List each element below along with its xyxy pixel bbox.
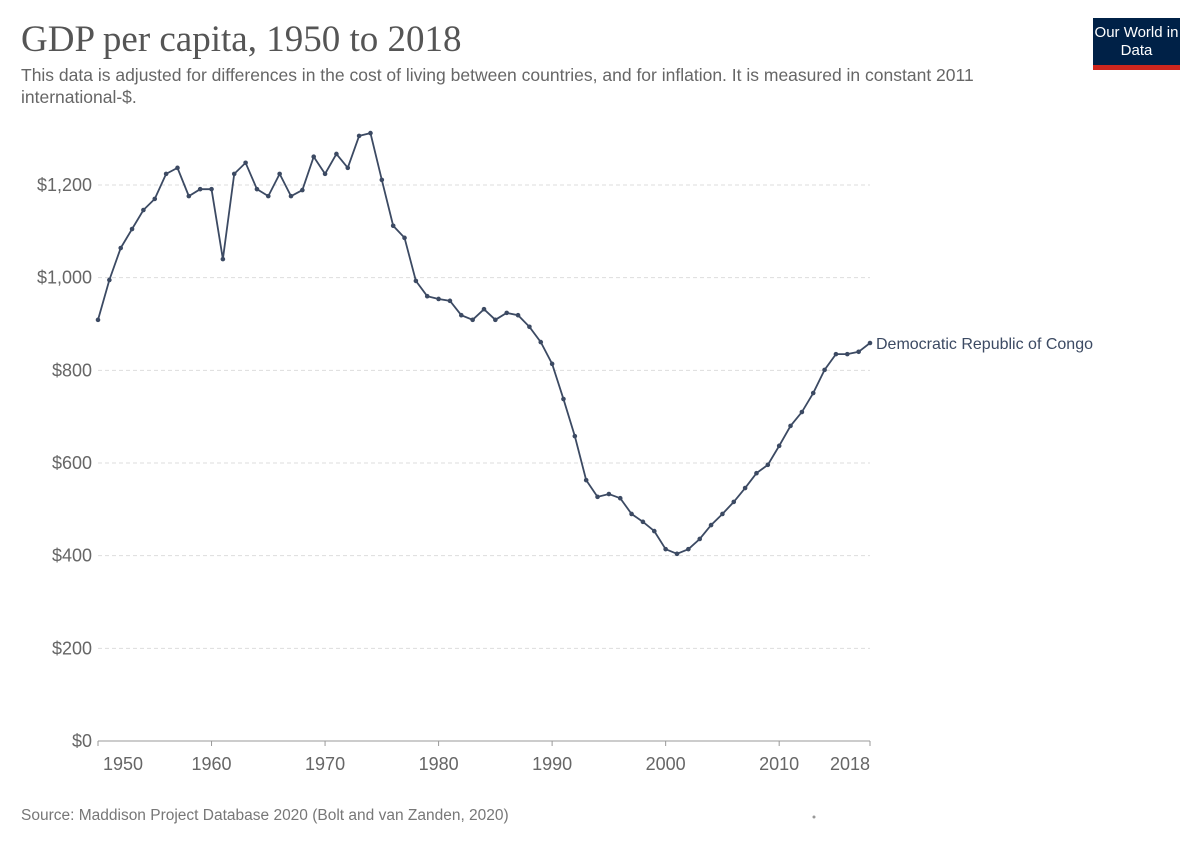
y-tick-label: $0 — [72, 731, 92, 751]
data-point — [515, 312, 521, 318]
data-point — [538, 339, 544, 345]
chart-title: GDP per capita, 1950 to 2018 — [21, 19, 462, 60]
data-point — [424, 293, 430, 299]
data-point — [311, 154, 317, 160]
data-point — [379, 177, 385, 183]
y-tick-label: $400 — [52, 546, 92, 566]
data-point — [493, 317, 498, 323]
data-point — [186, 193, 192, 199]
data-point — [867, 340, 873, 346]
data-point — [583, 477, 589, 483]
data-point — [322, 171, 328, 177]
data-point — [617, 495, 623, 501]
data-point — [107, 277, 112, 283]
x-tick-label: 1980 — [419, 754, 459, 774]
data-point — [288, 193, 294, 199]
x-tick-label: 2000 — [646, 754, 686, 774]
data-point — [390, 223, 396, 229]
chart-subtitle: This data is adjusted for differences in… — [21, 65, 974, 107]
owid-logo[interactable]: Our World in Data — [1093, 18, 1180, 70]
y-tick-label: $1,000 — [37, 268, 92, 288]
data-point — [129, 226, 135, 232]
x-tick-label: 1970 — [305, 754, 345, 774]
data-point — [754, 470, 759, 476]
data-point — [720, 511, 725, 517]
data-point — [447, 298, 453, 304]
data-point — [731, 499, 737, 505]
y-tick-label: $800 — [52, 360, 92, 380]
data-point — [765, 462, 771, 468]
data-point — [209, 186, 214, 192]
data-point — [640, 519, 646, 525]
series-line — [97, 132, 871, 555]
data-point — [334, 151, 339, 157]
data-point — [663, 546, 668, 552]
y-tick-label: $1,200 — [37, 175, 92, 195]
data-point — [470, 317, 475, 323]
data-point — [856, 349, 861, 355]
data-point — [788, 423, 793, 429]
data-point — [413, 278, 419, 284]
data-point — [686, 546, 691, 552]
y-tick-label: $200 — [52, 638, 92, 658]
y-tick-label: $600 — [52, 453, 92, 473]
data-point — [265, 193, 271, 199]
data-point — [345, 165, 351, 171]
series-label: Democratic Republic of Congo — [876, 336, 1093, 353]
data-point — [697, 536, 703, 542]
data-point — [277, 171, 282, 177]
data-point — [197, 186, 203, 192]
data-point — [629, 511, 634, 517]
data-point — [527, 324, 532, 330]
data-point — [742, 485, 748, 491]
x-tick-label: 2010 — [759, 754, 799, 774]
x-tick-label: 1960 — [192, 754, 232, 774]
data-point — [833, 351, 839, 357]
dot-marker — [812, 815, 816, 819]
data-point — [549, 361, 555, 367]
data-point — [810, 390, 816, 396]
data-point — [776, 443, 782, 449]
data-point — [254, 186, 260, 192]
data-point — [95, 317, 101, 323]
data-point — [651, 528, 657, 534]
logo-bar — [1093, 65, 1180, 70]
data-point — [300, 187, 305, 193]
data-point — [220, 256, 226, 262]
data-point — [674, 551, 680, 557]
x-tick-label: 1950 — [103, 754, 143, 774]
data-point — [606, 491, 612, 497]
data-point — [402, 235, 407, 241]
data-point — [118, 245, 124, 251]
data-point — [481, 306, 487, 312]
data-point — [152, 196, 158, 202]
data-point — [458, 312, 464, 318]
data-point — [799, 409, 805, 415]
data-point — [708, 522, 714, 528]
data-point — [175, 165, 180, 171]
data-point — [368, 130, 373, 136]
data-point — [141, 207, 146, 213]
data-point — [163, 171, 169, 177]
data-point — [595, 494, 600, 500]
data-point — [436, 296, 441, 302]
data-point — [243, 160, 248, 166]
data-point — [356, 133, 362, 139]
x-tick-label: 1990 — [532, 754, 572, 774]
logo-text: Our World in Data — [1094, 24, 1179, 59]
data-point — [561, 396, 566, 402]
x-tick-label: 2018 — [830, 754, 870, 774]
data-point — [504, 310, 510, 316]
data-point — [572, 433, 578, 439]
source-note[interactable]: Source: Maddison Project Database 2020 (… — [21, 807, 509, 824]
data-point — [231, 171, 237, 177]
data-point — [844, 351, 850, 357]
data-point — [822, 367, 827, 373]
